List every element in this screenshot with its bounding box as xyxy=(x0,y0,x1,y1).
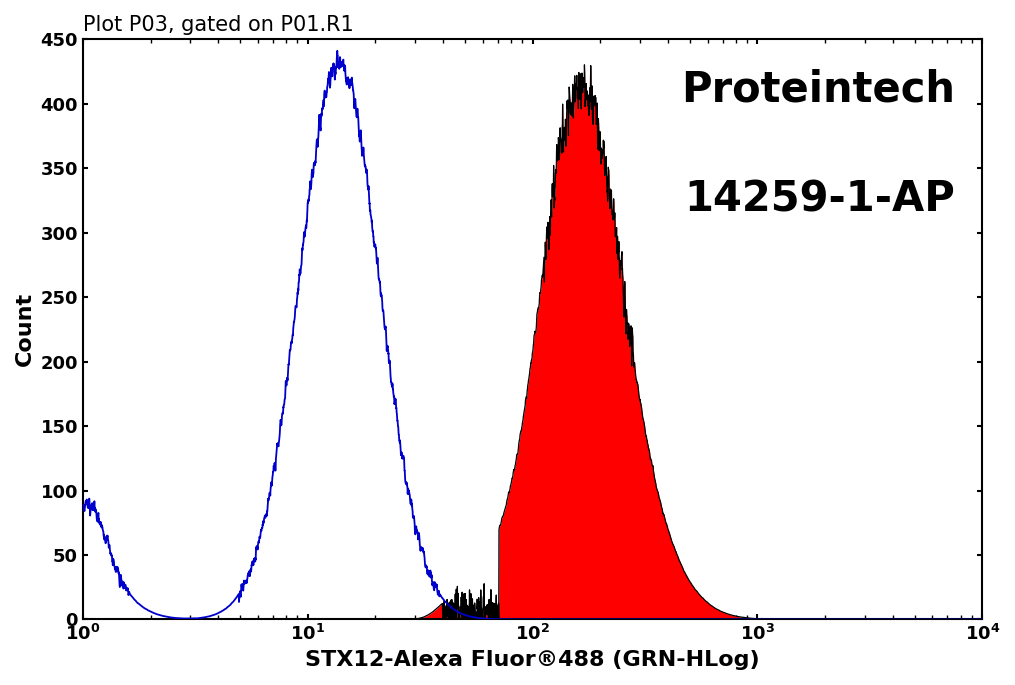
Text: Plot P03, gated on P01.R1: Plot P03, gated on P01.R1 xyxy=(83,15,353,35)
Text: 14259-1-AP: 14259-1-AP xyxy=(684,179,955,221)
Y-axis label: Count: Count xyxy=(15,292,35,366)
Text: Proteintech: Proteintech xyxy=(681,68,955,110)
X-axis label: STX12-Alexa Fluor®488 (GRN-HLog): STX12-Alexa Fluor®488 (GRN-HLog) xyxy=(306,650,760,670)
